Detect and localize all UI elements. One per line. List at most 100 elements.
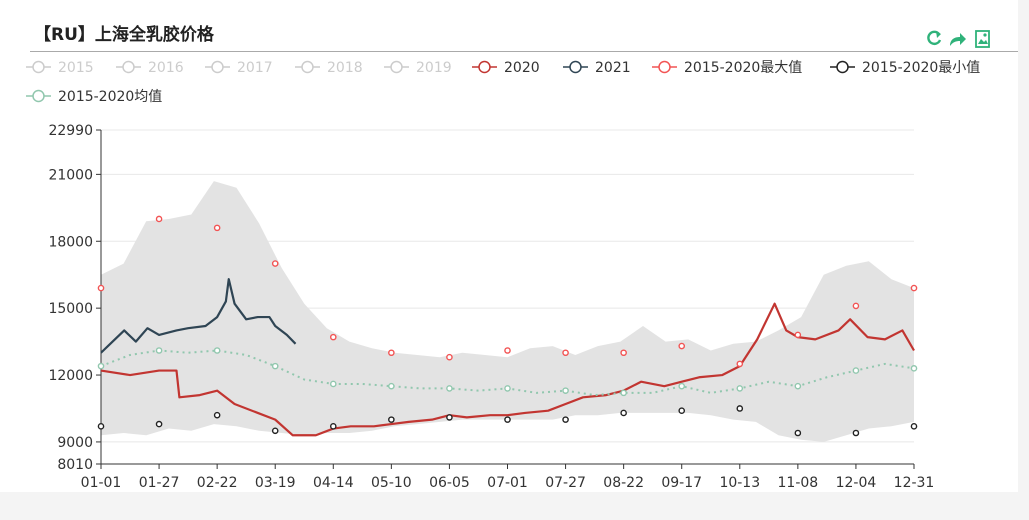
series-2021 xyxy=(100,278,297,354)
data-point xyxy=(504,347,511,354)
data-point xyxy=(910,423,918,430)
legend-item-2020[interactable]: 2020 xyxy=(472,60,540,76)
legend-item-2018[interactable]: 2018 xyxy=(295,60,363,76)
data-point xyxy=(794,382,802,390)
share-icon[interactable] xyxy=(950,33,966,46)
legend-symbol xyxy=(32,89,45,103)
legend-label: 2016 xyxy=(148,60,184,76)
save-image-icon[interactable] xyxy=(975,30,990,48)
x-tick-label: 09-17 xyxy=(661,475,702,491)
legend-label: 2018 xyxy=(327,60,363,76)
chart-area: 2015 2016 2017 2018 2019 2020 2021 2015-2020最大值… xyxy=(26,60,980,491)
legend-label: 2019 xyxy=(416,60,452,76)
data-point xyxy=(794,331,802,339)
series-2020 xyxy=(100,302,915,437)
y-tick-label: 9000 xyxy=(57,435,93,451)
legend-symbol xyxy=(122,60,135,74)
data-point xyxy=(678,342,686,350)
data-point xyxy=(388,349,395,357)
x-tick-label: 03-19 xyxy=(255,475,296,491)
data-point xyxy=(910,284,918,292)
legend-label: 2015-2020最小值 xyxy=(862,60,980,76)
y-tick-label: 22990 xyxy=(48,123,93,139)
legend-symbol xyxy=(301,60,314,74)
data-point xyxy=(446,353,453,361)
x-tick-label: 07-01 xyxy=(487,475,528,491)
title-divider xyxy=(30,51,1018,52)
series-line xyxy=(100,278,297,354)
data-point xyxy=(329,333,337,341)
data-point xyxy=(620,409,627,417)
y-tick-label: 8010 xyxy=(57,457,93,473)
legend-symbol xyxy=(390,60,403,74)
data-point xyxy=(504,385,511,392)
legend-item-2021[interactable]: 2021 xyxy=(563,60,631,76)
data-point xyxy=(155,215,163,223)
series-2015-2020最大值 xyxy=(97,215,918,368)
legend-item-2015-2020最小值[interactable]: 2015-2020最小值 xyxy=(830,60,980,76)
x-tick-label: 07-27 xyxy=(545,475,586,491)
data-point xyxy=(388,382,395,390)
legend-item-2016[interactable]: 2016 xyxy=(116,60,184,76)
legend-item-2015[interactable]: 2015 xyxy=(26,60,94,76)
legend: 2015 2016 2017 2018 2019 2020 2021 2015-2020最大值… xyxy=(26,60,980,105)
data-point xyxy=(736,385,744,392)
legend-label: 2015 xyxy=(58,60,94,76)
refresh-icon[interactable] xyxy=(927,30,942,46)
legend-symbol xyxy=(658,60,671,74)
data-point xyxy=(852,302,860,310)
legend-item-2015-2020均值[interactable]: 2015-2020均值 xyxy=(26,89,162,105)
legend-item-2015-2020最大值[interactable]: 2015-2020最大值 xyxy=(652,60,802,76)
legend-item-2019[interactable]: 2019 xyxy=(384,60,452,76)
legend-label: 2017 xyxy=(237,60,273,76)
legend-label: 2021 xyxy=(595,60,631,76)
data-point xyxy=(852,429,860,437)
x-tick-label: 06-05 xyxy=(429,475,470,491)
legend-symbol xyxy=(836,60,849,74)
x-tick-label: 04-14 xyxy=(313,475,354,491)
x-tick-label: 08-22 xyxy=(603,475,644,491)
data-point xyxy=(271,260,279,267)
data-point xyxy=(620,349,627,357)
legend-item-2017[interactable]: 2017 xyxy=(205,60,273,76)
x-tick-label: 12-31 xyxy=(894,475,935,491)
bottom-strip xyxy=(0,492,1029,520)
data-point xyxy=(620,389,627,397)
y-tick-label: 21000 xyxy=(48,167,93,183)
min-max-band xyxy=(101,181,914,442)
data-point xyxy=(97,423,105,430)
data-point xyxy=(678,382,686,390)
data-point xyxy=(155,420,163,428)
x-tick-label: 01-01 xyxy=(81,475,122,491)
legend-label: 2015-2020均值 xyxy=(58,89,162,105)
y-tick-label: 18000 xyxy=(48,234,93,250)
data-point xyxy=(388,416,395,423)
data-point xyxy=(329,423,337,430)
data-point xyxy=(446,414,453,421)
data-point xyxy=(155,347,163,354)
legend-symbol xyxy=(32,60,45,74)
data-point xyxy=(329,380,337,388)
data-point xyxy=(213,347,221,354)
data-point xyxy=(446,385,453,392)
data-point xyxy=(562,349,569,357)
data-point xyxy=(736,360,744,368)
x-tick-label: 10-13 xyxy=(719,475,760,491)
x-tick-label: 05-10 xyxy=(371,475,412,491)
legend-label: 2015-2020最大值 xyxy=(684,60,802,76)
data-point xyxy=(562,387,569,394)
chart-panel: 【RU】上海全乳胶价格 2015 2016 2017 2018 2019 2020 2021… xyxy=(0,0,1018,492)
x-tick-label: 11-08 xyxy=(778,475,819,491)
legend-symbol xyxy=(211,60,224,74)
series-2015-2020最小值 xyxy=(97,405,918,437)
y-tick-label: 12000 xyxy=(48,368,93,384)
data-point xyxy=(910,365,918,372)
data-point xyxy=(271,427,279,435)
page-title: 【RU】上海全乳胶价格 xyxy=(34,25,214,45)
data-point xyxy=(794,429,802,437)
data-point xyxy=(97,362,105,370)
toolbox xyxy=(927,30,990,48)
data-point xyxy=(213,411,221,419)
series-line xyxy=(100,302,915,437)
data-point xyxy=(678,407,686,415)
